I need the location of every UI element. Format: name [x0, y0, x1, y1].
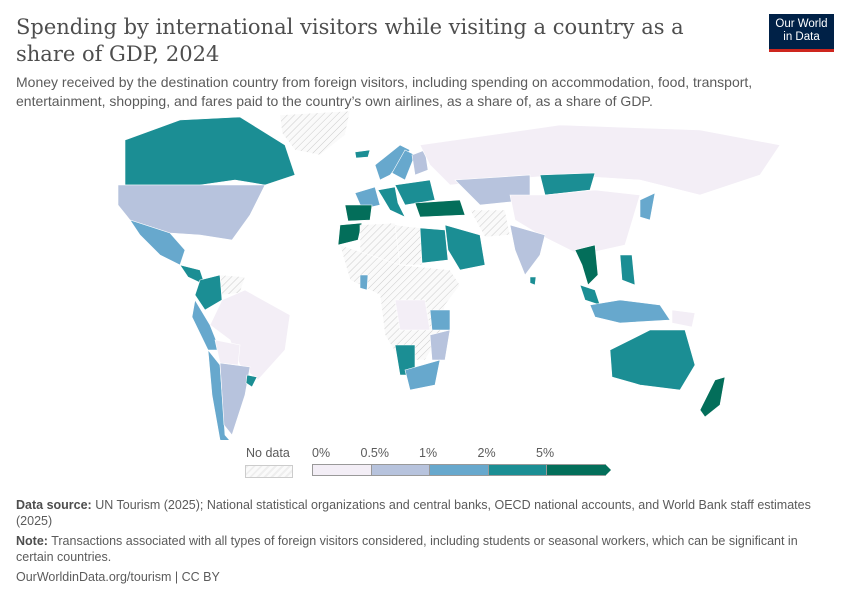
country-balkans[interactable]: [394, 179, 436, 206]
note-label: Note:: [16, 534, 48, 548]
country-uruguay[interactable]: [245, 374, 258, 388]
country-bolivia[interactable]: [214, 339, 241, 366]
legend-tick-label: 1%: [419, 446, 438, 460]
legend-bin: [312, 464, 371, 476]
country-iran[interactable]: [469, 209, 511, 238]
country-morocco[interactable]: [337, 222, 363, 246]
legend-tick-label: 0%: [312, 446, 331, 460]
country-philippines[interactable]: [619, 254, 636, 286]
country-indonesia[interactable]: [589, 299, 671, 324]
country-brazil[interactable]: [209, 289, 291, 381]
country-tanzania[interactable]: [429, 309, 451, 331]
country-italy[interactable]: [377, 186, 406, 218]
owid-logo[interactable]: Our World in Data: [769, 14, 834, 52]
legend-arrow: [604, 464, 611, 476]
logo-line1: Our World: [775, 18, 828, 30]
country-australia[interactable]: [609, 329, 696, 391]
note-text: Transactions associated with all types o…: [16, 534, 798, 564]
legend-tick-label: 0.5%: [360, 446, 390, 460]
country-papua-new-guinea[interactable]: [671, 309, 696, 328]
country-greenland[interactable]: [279, 110, 351, 156]
country-ghana[interactable]: [359, 274, 369, 291]
country-peru[interactable]: [191, 299, 221, 351]
country-france[interactable]: [354, 186, 381, 210]
country-canada[interactable]: [124, 116, 296, 186]
country-egypt[interactable]: [419, 227, 449, 264]
chart-subtitle: Money received by the destination countr…: [16, 74, 753, 109]
country-turkey[interactable]: [414, 199, 466, 218]
source-note: Data source: UN Tourism (2025); National…: [16, 497, 836, 529]
legend-no-data-label: No data: [246, 446, 290, 460]
source-link[interactable]: OurWorldinData.org/tourism: [16, 570, 172, 584]
legend-bin: [546, 464, 605, 476]
country-mozambique[interactable]: [429, 329, 451, 361]
country-japan[interactable]: [639, 192, 656, 221]
world-map: [117, 110, 781, 440]
country-saudi-arabia[interactable]: [444, 224, 486, 271]
country-india[interactable]: [509, 224, 546, 276]
country-colombia[interactable]: [194, 274, 223, 311]
country-united-states[interactable]: [117, 184, 266, 241]
country-south-africa[interactable]: [404, 359, 441, 391]
country-mongolia[interactable]: [539, 172, 596, 196]
map-legend: No data 0% 0.5% 1% 2% 5%: [240, 446, 620, 482]
legend-bin: [487, 464, 546, 476]
chart-title: Spending by international visitors while…: [16, 15, 684, 66]
country-malaysia[interactable]: [579, 284, 601, 306]
legend-bin: [370, 464, 429, 476]
legend-tick-label: 2%: [477, 446, 496, 460]
country-libya[interactable]: [394, 224, 423, 266]
country-china[interactable]: [509, 189, 641, 256]
license-link[interactable]: CC BY: [181, 570, 220, 584]
legend-bin: [429, 464, 488, 476]
source-label: Data source:: [16, 498, 92, 512]
country-spain-portugal[interactable]: [344, 204, 373, 222]
source-text: UN Tourism (2025); National statistical …: [16, 498, 811, 528]
legend-no-data-swatch: [245, 465, 293, 478]
country-finland[interactable]: [411, 149, 429, 176]
country-sri-lanka[interactable]: [529, 276, 537, 286]
logo-line2: in Data: [783, 31, 820, 43]
country-new-zealand[interactable]: [699, 376, 726, 418]
country-thailand[interactable]: [574, 244, 599, 286]
country-dr-congo[interactable]: [394, 299, 431, 331]
country-iceland[interactable]: [354, 149, 371, 159]
legend-tick-label: 5%: [536, 446, 555, 460]
footer-links: OurWorldinData.org/tourism | CC BY: [16, 570, 220, 584]
country-argentina[interactable]: [219, 362, 251, 436]
note: Note: Transactions associated with all t…: [16, 533, 836, 565]
